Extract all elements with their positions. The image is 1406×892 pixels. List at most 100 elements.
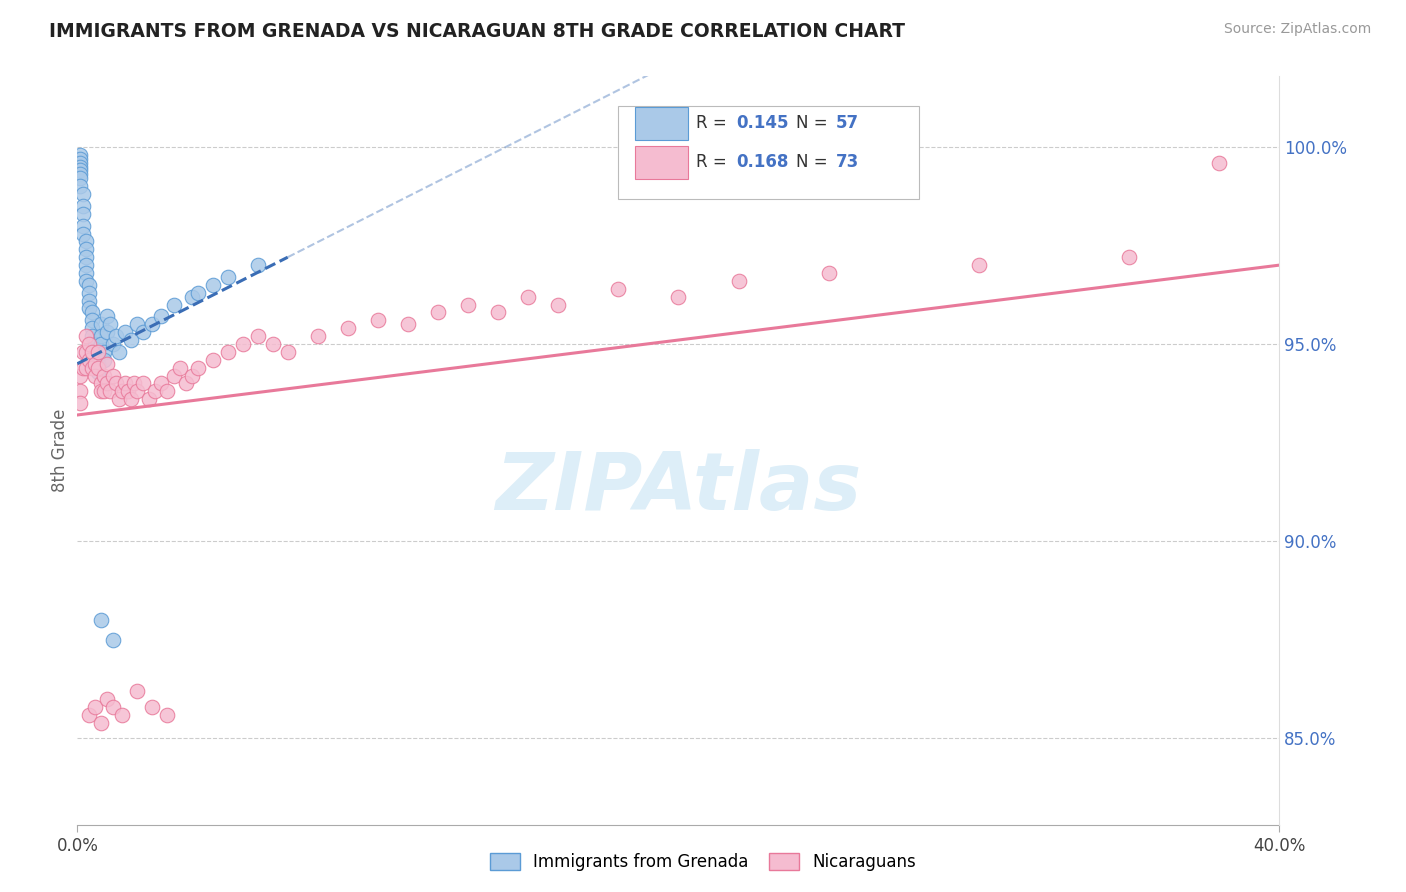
Point: [246, 329, 269, 343]
Point: [108, 344, 131, 359]
Point: [90, 318, 112, 332]
Point: [141, 318, 163, 332]
Point: [232, 337, 254, 351]
Point: [79, 301, 101, 316]
Text: 0.168: 0.168: [737, 153, 789, 171]
Point: [79, 707, 101, 722]
Point: [145, 384, 167, 399]
Point: [174, 376, 197, 391]
Point: [87, 360, 110, 375]
Point: [457, 297, 479, 311]
Point: [84, 337, 107, 351]
Point: [72, 227, 94, 241]
Point: [69, 160, 91, 174]
Point: [367, 313, 389, 327]
Point: [103, 368, 125, 383]
Point: [336, 321, 359, 335]
Point: [124, 376, 146, 391]
Point: [69, 152, 91, 166]
Point: [100, 384, 122, 399]
Point: [217, 269, 239, 284]
Point: [75, 243, 97, 257]
Point: [69, 147, 91, 161]
Point: [72, 187, 94, 202]
Point: [103, 699, 125, 714]
Point: [120, 392, 142, 407]
Point: [132, 325, 155, 339]
Point: [96, 376, 118, 391]
Point: [75, 258, 97, 272]
Text: N =: N =: [796, 114, 834, 132]
Point: [201, 277, 224, 292]
Point: [127, 384, 149, 399]
Point: [72, 219, 94, 233]
Point: [79, 285, 101, 300]
Point: [127, 684, 149, 698]
Point: [96, 692, 118, 706]
Point: [114, 325, 136, 339]
Point: [817, 266, 839, 280]
Point: [108, 392, 131, 407]
Point: [87, 344, 110, 359]
Point: [132, 376, 155, 391]
Point: [87, 349, 110, 363]
Point: [84, 699, 107, 714]
FancyBboxPatch shape: [619, 106, 920, 200]
Point: [90, 337, 112, 351]
Point: [96, 325, 118, 339]
Point: [105, 329, 128, 343]
Point: [75, 344, 97, 359]
Point: [75, 329, 97, 343]
Point: [87, 357, 110, 371]
Text: 57: 57: [837, 114, 859, 132]
Point: [201, 352, 224, 367]
Point: [69, 384, 91, 399]
Point: [111, 707, 134, 722]
Point: [607, 282, 630, 296]
Point: [517, 290, 540, 304]
Text: R =: R =: [696, 114, 733, 132]
Point: [1208, 155, 1230, 169]
Point: [75, 266, 97, 280]
Point: [127, 318, 149, 332]
Point: [967, 258, 990, 272]
Text: 73: 73: [837, 153, 859, 171]
Point: [262, 337, 284, 351]
Point: [72, 207, 94, 221]
Point: [82, 344, 104, 359]
Point: [96, 310, 118, 324]
Point: [217, 344, 239, 359]
Point: [90, 613, 112, 627]
Point: [162, 297, 184, 311]
Point: [180, 290, 202, 304]
Point: [79, 293, 101, 308]
Point: [90, 329, 112, 343]
Point: [277, 344, 299, 359]
Point: [138, 392, 160, 407]
Legend: Immigrants from Grenada, Nicaraguans: Immigrants from Grenada, Nicaraguans: [482, 845, 924, 880]
Point: [93, 344, 115, 359]
Point: [75, 250, 97, 264]
Point: [117, 384, 139, 399]
Point: [82, 321, 104, 335]
Point: [79, 337, 101, 351]
Point: [180, 368, 202, 383]
Point: [75, 235, 97, 249]
Point: [100, 318, 122, 332]
Point: [246, 258, 269, 272]
Point: [96, 357, 118, 371]
Point: [1118, 250, 1140, 264]
Point: [82, 305, 104, 319]
Point: [114, 376, 136, 391]
Point: [103, 632, 125, 647]
Point: [186, 285, 209, 300]
Point: [84, 368, 107, 383]
Point: [75, 274, 97, 288]
Point: [90, 715, 112, 730]
Point: [156, 707, 179, 722]
Point: [427, 305, 450, 319]
Point: [186, 360, 209, 375]
Point: [90, 376, 112, 391]
Text: R =: R =: [696, 153, 733, 171]
Point: [93, 384, 115, 399]
